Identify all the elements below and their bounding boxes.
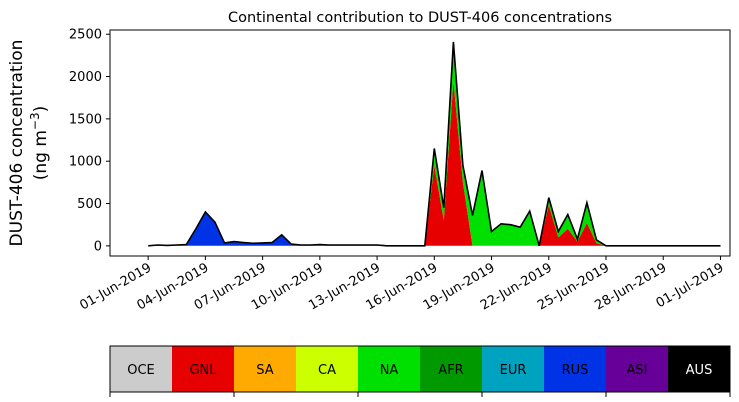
legend-label-na: NA (380, 363, 399, 378)
legend-swatch-rus (544, 346, 607, 392)
y-tick-label: 1000 (69, 155, 102, 170)
y-tick-label: 0 (94, 239, 102, 254)
legend-label-gnl: GNL (189, 363, 217, 378)
legend-swatch-sa (234, 346, 297, 392)
y-tick-label: 2000 (69, 70, 102, 85)
y-tick-label: 1500 (69, 112, 102, 127)
y-axis: 0 500 1000 1500 2000 2500 (69, 28, 110, 254)
legend-label-afr: AFR (438, 363, 463, 378)
total-outline (148, 41, 721, 247)
legend-swatch-aus (668, 346, 731, 392)
area-series-gnl (148, 80, 721, 246)
y-axis-title-line2: (ng m−3) (28, 106, 51, 181)
legend-label-eur: EUR (500, 363, 527, 378)
plot-frame (109, 29, 731, 257)
stacked-areas (148, 41, 721, 246)
y-axis-unit-exponent: −3 (28, 112, 42, 130)
legend-label-ca: CA (318, 363, 336, 378)
legend-swatch-gnl (172, 346, 235, 392)
legend-label-sa: SA (256, 363, 273, 378)
legend-swatch-oce (110, 346, 173, 392)
legend-swatch-ca (296, 346, 359, 392)
y-tick-label: 500 (77, 197, 102, 212)
legend-bar: OCE GNL SA CA NA AFR EUR RUS ASI AUS (109, 345, 731, 397)
y-axis-title-line1: DUST-406 concentration (7, 40, 27, 247)
legend-label-oce: OCE (127, 363, 155, 378)
legend-frame (109, 345, 731, 393)
y-axis-unit-base: (ng m (31, 130, 51, 180)
legend-swatch-asi (606, 346, 669, 392)
y-tick-label: 2500 (69, 28, 102, 43)
chart-title: Continental contribution to DUST-406 con… (228, 10, 612, 26)
legend-swatch-eur (482, 346, 545, 392)
legend-swatch-afr (420, 346, 483, 392)
legend-label-asi: ASI (627, 363, 648, 378)
legend-swatch-na (358, 346, 421, 392)
area-series-rus (148, 41, 721, 246)
legend-label-rus: RUS (562, 363, 589, 378)
y-axis-unit-close: ) (31, 106, 51, 113)
x-axis: 01-Jun-201904-Jun-201907-Jun-201910-Jun-… (77, 256, 726, 313)
legend-label-aus: AUS (686, 363, 713, 378)
